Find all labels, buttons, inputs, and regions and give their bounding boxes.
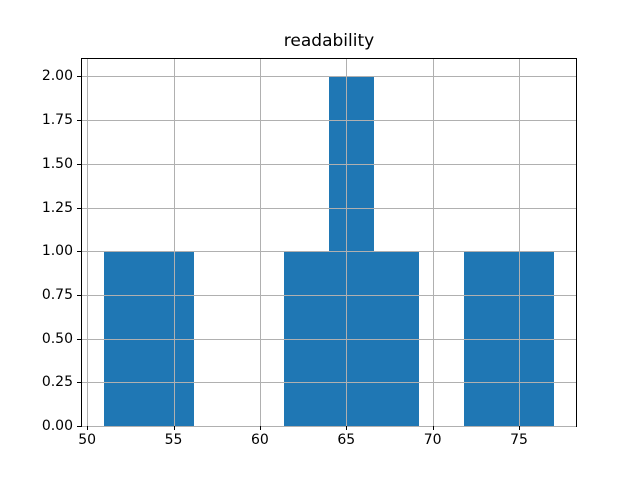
y-gridline bbox=[82, 76, 576, 78]
y-gridline bbox=[82, 207, 576, 209]
x-tick-label: 50 bbox=[78, 432, 97, 448]
y-gridline bbox=[82, 251, 576, 253]
y-tick-label: 1.75 bbox=[41, 112, 73, 129]
x-tick-label: 55 bbox=[164, 432, 183, 448]
x-gridline bbox=[519, 59, 520, 426]
y-tick-mark bbox=[77, 338, 81, 340]
x-tick-mark bbox=[519, 426, 520, 430]
x-gridline bbox=[87, 59, 89, 426]
y-tick-label: 0.00 bbox=[41, 418, 73, 434]
chart-title: readability bbox=[283, 31, 375, 51]
y-tick-label: 1.50 bbox=[41, 155, 73, 172]
y-tick-mark bbox=[77, 382, 81, 384]
x-gridline bbox=[432, 59, 434, 426]
plot-area: 50 55 60 65 70 75 0.00 0.25 0.50 0.75 1.00 1.25 1.50… bbox=[42, 58, 577, 448]
y-tick-mark bbox=[77, 426, 81, 427]
y-tick-mark bbox=[77, 120, 81, 122]
ticks-layer: 50 55 60 65 70 75 0.00 0.25 0.50 0.75 1.00 1.25 1.50… bbox=[42, 59, 576, 448]
grid-layer bbox=[82, 59, 576, 427]
y-tick-label: 0.50 bbox=[41, 330, 73, 347]
y-gridline bbox=[82, 338, 576, 340]
x-tick-mark bbox=[259, 426, 261, 430]
x-gridline bbox=[346, 59, 348, 426]
x-tick-mark bbox=[346, 426, 348, 430]
x-tick-mark bbox=[432, 426, 434, 430]
x-tick-mark bbox=[87, 426, 89, 430]
y-gridline bbox=[82, 426, 576, 427]
y-tick-mark bbox=[77, 163, 81, 165]
y-gridline bbox=[82, 163, 576, 165]
y-tick-mark bbox=[77, 76, 81, 78]
y-gridline bbox=[82, 294, 576, 296]
y-tick-label: 1.25 bbox=[41, 199, 73, 216]
x-tick-label: 75 bbox=[510, 432, 528, 448]
y-tick-mark bbox=[77, 207, 81, 209]
y-tick-label: 1.00 bbox=[41, 243, 73, 260]
x-tick-mark bbox=[173, 426, 175, 430]
y-gridline bbox=[82, 120, 576, 122]
x-gridline bbox=[259, 59, 261, 426]
y-tick-mark bbox=[77, 251, 81, 253]
x-tick-label: 65 bbox=[337, 432, 356, 448]
x-gridline bbox=[173, 59, 175, 426]
y-tick-label: 0.25 bbox=[41, 374, 73, 391]
x-tick-label: 60 bbox=[250, 432, 269, 448]
y-tick-label: 0.75 bbox=[41, 286, 73, 303]
x-tick-label: 70 bbox=[423, 432, 442, 448]
y-gridline bbox=[82, 382, 576, 384]
y-tick-mark bbox=[77, 294, 81, 296]
y-tick-label: 2.00 bbox=[41, 68, 73, 85]
